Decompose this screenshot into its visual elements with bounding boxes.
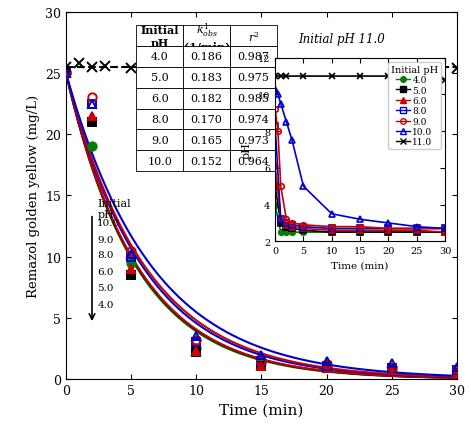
Text: 6.0: 6.0	[97, 267, 114, 276]
Y-axis label: Remazol golden yellow (mg/L): Remazol golden yellow (mg/L)	[26, 95, 40, 297]
X-axis label: Time (min): Time (min)	[219, 403, 304, 417]
Text: Initial pH 11.0: Initial pH 11.0	[299, 33, 385, 46]
Text: 5.0: 5.0	[97, 283, 114, 292]
Y-axis label: pH: pH	[242, 142, 252, 158]
Text: 8.0: 8.0	[97, 250, 114, 259]
Text: 4.0: 4.0	[97, 300, 114, 309]
Legend: 4.0, 5.0, 6.0, 8.0, 9.0, 10.0, 11.0: 4.0, 5.0, 6.0, 8.0, 9.0, 10.0, 11.0	[388, 63, 441, 150]
Text: 9.0: 9.0	[97, 236, 114, 245]
Text: Initial
pH: Initial pH	[97, 199, 131, 220]
Text: 10.0: 10.0	[97, 219, 120, 227]
X-axis label: Time (min): Time (min)	[332, 261, 389, 270]
